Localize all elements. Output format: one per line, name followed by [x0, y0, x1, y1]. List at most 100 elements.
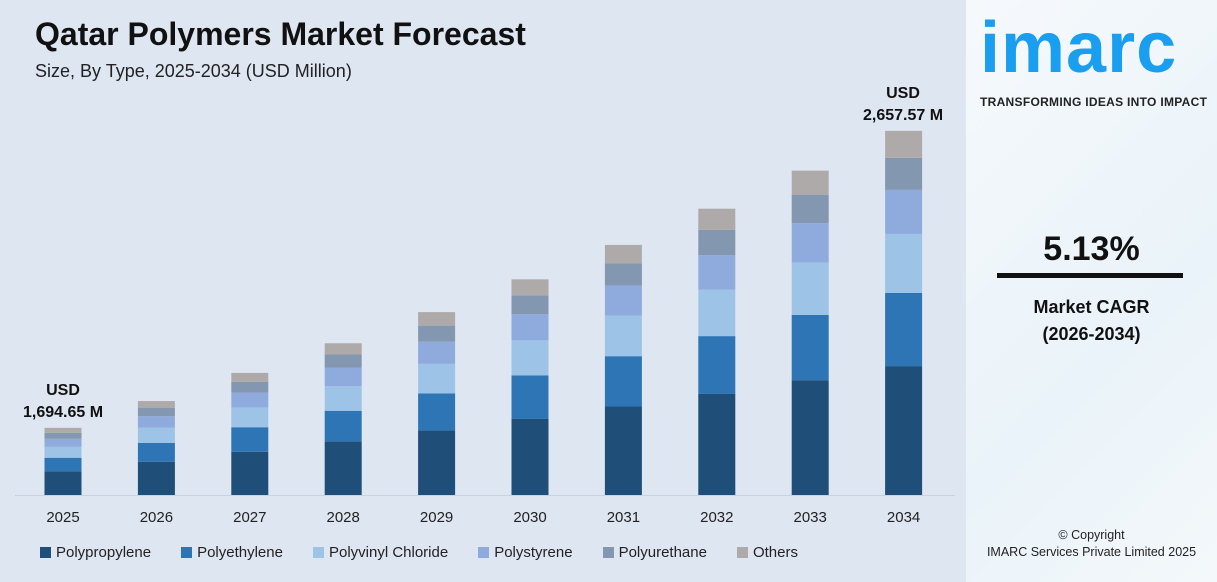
x-tick-label: 2026 — [140, 509, 173, 526]
bar-segment-polyvinyl-chloride-2027 — [231, 407, 269, 428]
cagr-label-text: Market CAGR — [1033, 297, 1150, 317]
legend-label: Polystyrene — [494, 544, 573, 561]
bar-segment-others-2034 — [885, 130, 923, 158]
bar-segment-polyurethane-2029 — [418, 325, 456, 342]
x-tick-label: 2029 — [420, 509, 453, 526]
bar-segment-polyethylene-2034 — [885, 292, 923, 367]
bar-segment-polyvinyl-chloride-2026 — [137, 427, 175, 443]
legend-label: Polyurethane — [618, 544, 707, 561]
bar-segment-polystyrene-2032 — [698, 255, 736, 290]
x-tick-label: 2034 — [887, 509, 920, 526]
legend-label: Others — [752, 544, 798, 561]
x-tick-label: 2028 — [327, 509, 360, 526]
copyright: © Copyright IMARC Services Private Limit… — [966, 527, 1217, 561]
end-annotation-line1: USD — [886, 85, 920, 102]
x-tick-label: 2030 — [513, 509, 546, 526]
x-tick-label: 2032 — [700, 509, 733, 526]
legend-swatch — [312, 547, 324, 558]
bar-segment-others-2026 — [137, 401, 175, 409]
legend-item: Polyurethane — [602, 544, 707, 561]
legend-label: Polyvinyl Chloride — [328, 544, 449, 561]
bar-segment-polyurethane-2033 — [791, 194, 829, 224]
bar-segment-polypropylene-2029 — [418, 430, 456, 495]
bar-segment-polyurethane-2030 — [511, 295, 549, 315]
bar-segment-others-2030 — [511, 279, 549, 296]
legend-item: Polypropylene — [40, 544, 151, 561]
start-annotation-line1: USD — [46, 382, 80, 399]
legend-item: Others — [736, 544, 798, 561]
bar-segment-others-2025 — [44, 427, 82, 433]
stacked-bar-chart: 2025 2026 2027 2028 2029 2030 2031 2032 2033 2034… — [15, 85, 955, 526]
bar-segment-polyvinyl-chloride-2032 — [698, 289, 736, 337]
bar-segment-polypropylene-2025 — [44, 471, 82, 495]
bar-segment-polypropylene-2028 — [324, 441, 362, 495]
bar-segment-polyethylene-2032 — [698, 336, 736, 394]
legend-swatch — [40, 547, 51, 558]
chart-title: Qatar Polymers Market Forecast — [35, 16, 526, 52]
bar-segment-polystyrene-2027 — [231, 392, 269, 408]
bar-segment-polyethylene-2029 — [418, 393, 456, 431]
bar-segment-others-2028 — [324, 343, 362, 355]
chart-panel: Qatar Polymers Market Forecast Size, By … — [15, 16, 955, 561]
bar-segment-polyethylene-2031 — [604, 356, 642, 407]
bar-segment-polypropylene-2032 — [698, 393, 736, 495]
legend-label: Polypropylene — [56, 544, 152, 561]
bar-segment-polyethylene-2025 — [44, 457, 82, 472]
x-tick-label: 2033 — [794, 509, 827, 526]
bar-segment-polystyrene-2026 — [137, 416, 175, 428]
logo-tagline: TRANSFORMING IDEAS INTO IMPACT — [980, 95, 1208, 109]
legend-item: Polyvinyl Chloride — [312, 544, 449, 561]
bar-segment-polystyrene-2034 — [885, 189, 923, 234]
bar-segment-polypropylene-2026 — [137, 461, 175, 495]
sidebar-panel: imarc TRANSFORMING IDEAS INTO IMPACT 5.1… — [966, 0, 1217, 582]
bar-segment-others-2029 — [418, 312, 456, 326]
bar-segment-polyurethane-2032 — [698, 229, 736, 256]
end-annotation-line2: 2,657.57 M — [863, 107, 943, 124]
legend-swatch — [602, 547, 614, 558]
bar-segment-polystyrene-2029 — [418, 341, 456, 364]
bar-segment-polyethylene-2026 — [137, 442, 175, 462]
bar-segment-polyurethane-2025 — [44, 432, 82, 439]
x-tick-label: 2025 — [46, 509, 79, 526]
bar-segment-polystyrene-2028 — [324, 367, 362, 387]
bar-segment-polyvinyl-chloride-2025 — [44, 446, 82, 458]
chart-subtitle: Size, By Type, 2025-2034 (USD Million) — [35, 61, 352, 81]
cagr-period: (2026-2034) — [1042, 324, 1141, 344]
bar-segment-polyurethane-2026 — [137, 408, 175, 417]
cagr-value: 5.13% — [1043, 230, 1140, 268]
legend-swatch — [736, 547, 748, 558]
bar-segment-polystyrene-2031 — [604, 285, 642, 316]
cagr-label: Market CAGR (2026-2034) — [966, 294, 1217, 348]
legend-item: Polyethylene — [181, 544, 283, 561]
bar-segment-polyethylene-2033 — [791, 314, 829, 381]
bar-segment-polyethylene-2030 — [511, 375, 549, 419]
x-tick-label: 2027 — [233, 509, 266, 526]
legend-label: Polyethylene — [197, 544, 283, 561]
legend-item: Polystyrene — [478, 544, 573, 561]
bar-segment-polypropylene-2030 — [511, 418, 549, 495]
legend-swatch — [478, 547, 490, 558]
cagr-divider — [997, 273, 1183, 278]
bar-segment-polyethylene-2028 — [324, 410, 362, 442]
bar-segment-polyurethane-2028 — [324, 354, 362, 368]
copyright-line2: IMARC Services Private Limited 2025 — [986, 545, 1197, 559]
bar-segment-polyvinyl-chloride-2030 — [511, 340, 549, 376]
bar-segment-polypropylene-2034 — [885, 366, 923, 495]
bar-segment-others-2033 — [791, 170, 829, 195]
bar-segment-polystyrene-2033 — [791, 223, 829, 263]
bar-segment-others-2031 — [604, 244, 642, 264]
legend: Polypropylene Polyethylene Polyvinyl Chlor… — [40, 544, 828, 561]
bar-segment-polyurethane-2031 — [604, 263, 642, 286]
bar-segment-polystyrene-2030 — [511, 314, 549, 341]
bar-segment-polyvinyl-chloride-2034 — [885, 233, 923, 293]
copyright-line1: © Copyright — [1058, 528, 1125, 542]
bar-segment-polypropylene-2033 — [791, 380, 829, 495]
bar-segment-polypropylene-2031 — [604, 406, 642, 495]
imarc-logo: imarc — [980, 8, 1178, 88]
bar-segment-polyurethane-2034 — [885, 157, 923, 190]
x-tick-label: 2031 — [607, 509, 640, 526]
bar-segment-polyvinyl-chloride-2028 — [324, 386, 362, 411]
bar-segment-others-2032 — [698, 208, 736, 230]
bar-segment-polyvinyl-chloride-2033 — [791, 262, 829, 315]
start-annotation-line2: 1,694.65 M — [23, 404, 103, 421]
